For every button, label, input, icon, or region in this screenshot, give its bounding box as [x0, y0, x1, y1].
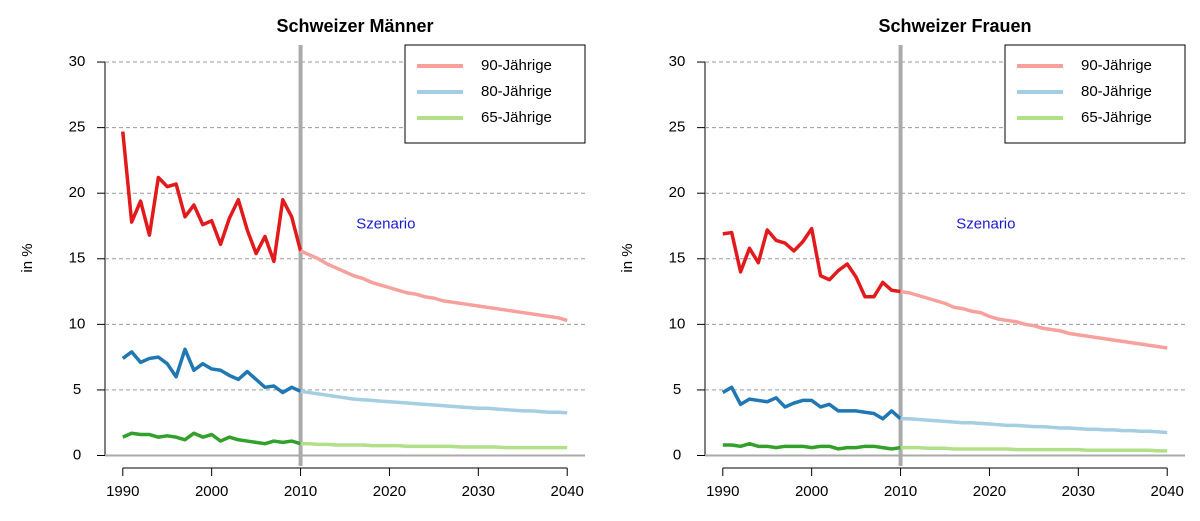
x-tick-label: 2040: [551, 483, 584, 500]
x-tick-label: 1990: [706, 483, 739, 500]
x-tick-label: 2000: [795, 483, 828, 500]
y-axis-label: in %: [619, 243, 636, 272]
chart-title: Schweizer Männer: [276, 16, 433, 36]
y-axis-label: in %: [19, 243, 36, 272]
history-line: [722, 226, 901, 299]
x-tick-label: 1990: [106, 483, 139, 500]
scenario-line-series: [900, 289, 1168, 350]
x-tick-label: 2010: [284, 483, 317, 500]
y-tick-label: 20: [669, 184, 686, 201]
legend-label: 80-Jährige: [481, 83, 552, 100]
y-tick-label: 5: [73, 381, 81, 398]
y-tick-label: 30: [669, 53, 686, 70]
x-tick-label: 2010: [884, 483, 917, 500]
y-tick-label: 15: [69, 250, 86, 267]
history-line: [721, 385, 902, 421]
y-tick-label: 0: [673, 446, 681, 463]
scenario-line-series: [300, 389, 568, 415]
chart-title: Schweizer Frauen: [878, 16, 1031, 36]
y-tick-label: 10: [669, 315, 686, 332]
x-tick-label: 2040: [1151, 483, 1184, 500]
history-line: [722, 441, 901, 451]
history-line: [121, 347, 302, 395]
y-tick-label: 5: [673, 381, 681, 398]
legend-label: 80-Jährige: [1081, 83, 1152, 100]
y-tick-label: 30: [69, 53, 86, 70]
y-tick-label: 25: [69, 119, 86, 136]
x-tick-label: 2030: [462, 483, 495, 500]
y-tick-label: 20: [69, 184, 86, 201]
scenario-line-series: [300, 441, 568, 450]
x-tick-label: 2020: [973, 483, 1006, 500]
scenario-line-series: [900, 417, 1168, 435]
legend-label: 90-Jährige: [1081, 57, 1152, 74]
x-tick-label: 2000: [195, 483, 228, 500]
y-tick-label: 25: [669, 119, 686, 136]
x-tick-label: 2030: [1062, 483, 1095, 500]
annotation: Szenario: [356, 216, 415, 233]
legend-label: 65-Jährige: [1081, 109, 1152, 126]
legend-label: 65-Jährige: [481, 109, 552, 126]
y-tick-label: 0: [73, 446, 81, 463]
y-tick-label: 15: [669, 250, 686, 267]
annotation: Szenario: [956, 216, 1015, 233]
scenario-line-series: [900, 445, 1168, 453]
history-line: [121, 131, 303, 264]
history-line: [122, 431, 302, 446]
scenario-line-series: [299, 249, 568, 323]
x-tick-label: 2020: [373, 483, 406, 500]
legend-label: 90-Jährige: [481, 57, 552, 74]
y-tick-label: 10: [69, 315, 86, 332]
